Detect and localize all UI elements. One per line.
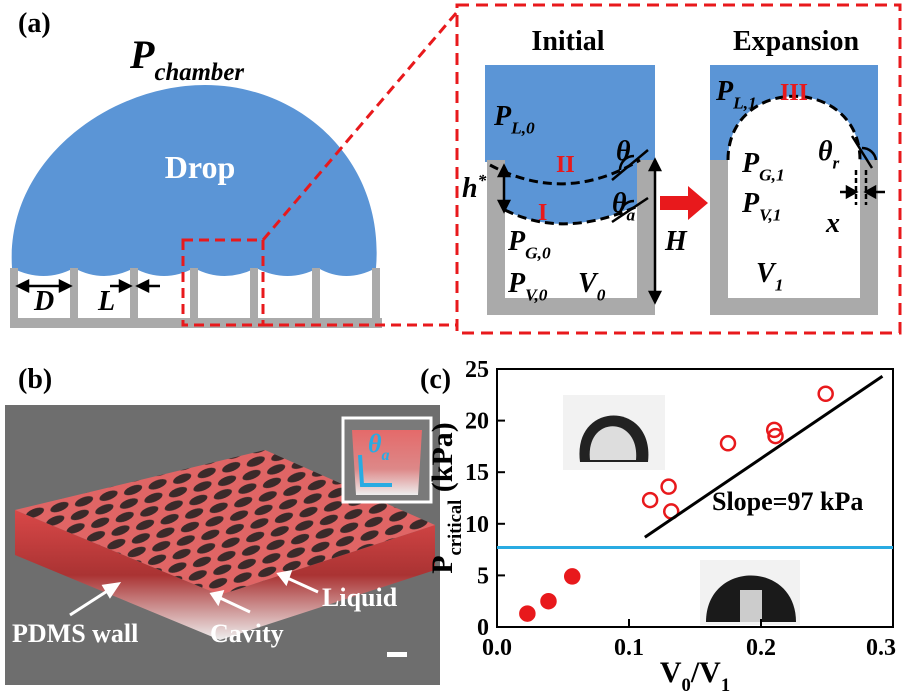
panel-title: Expansion <box>733 26 859 57</box>
label-part: 0 <box>597 285 606 304</box>
label-part: 1 <box>721 675 730 691</box>
drop-label: Drop <box>165 149 236 185</box>
label-part: critical <box>445 500 466 556</box>
label-part: 1 <box>775 275 784 294</box>
region-label: II <box>556 152 575 178</box>
label: h* <box>462 171 487 204</box>
y-tick-label: 20 <box>465 409 489 435</box>
label-part: P <box>507 226 526 257</box>
label-part: P <box>741 148 760 179</box>
label-part: h <box>462 173 478 204</box>
x-tick-label: 0.2 <box>746 635 776 661</box>
panel-label: (a) <box>18 8 51 39</box>
droplet-core <box>740 590 762 622</box>
data-point <box>721 436 735 450</box>
label-part: 0 <box>682 675 691 691</box>
label: x <box>825 208 840 239</box>
panel-label: (c) <box>420 364 451 395</box>
panel-label: (b) <box>18 364 52 395</box>
label: θ <box>616 136 631 167</box>
label: PV,0 <box>507 268 548 304</box>
label-part: P <box>493 101 512 132</box>
label-part: (kPa) <box>426 422 459 500</box>
data-point <box>662 480 676 494</box>
label: Cavity <box>210 619 284 648</box>
label: Liquid <box>322 583 398 612</box>
label-part: P <box>507 268 526 299</box>
label-part: /V <box>690 656 721 689</box>
label-part: L,0 <box>510 118 535 137</box>
data-point <box>541 594 555 608</box>
pillars <box>10 268 382 328</box>
label-part: * <box>478 171 487 190</box>
scale-bar <box>387 652 407 657</box>
y-tick-label: 5 <box>477 563 489 589</box>
x-tick-label: 0.1 <box>614 635 644 661</box>
x-axis-label: V0/V1 <box>660 656 730 691</box>
label-part: chamber <box>154 59 244 86</box>
y-tick-label: 15 <box>465 460 489 486</box>
annotation: Slope=97 kPa <box>712 487 863 516</box>
label-part: V <box>660 656 682 689</box>
label-part: r <box>833 153 840 172</box>
label-part: P <box>426 555 459 573</box>
y-tick-label: 10 <box>465 512 489 538</box>
label-part: θ <box>818 136 833 167</box>
label: PDMS wall <box>12 619 138 648</box>
label: H <box>664 226 688 257</box>
y-tick-label: 25 <box>465 357 489 383</box>
label-part: a <box>382 447 390 464</box>
label-part: a <box>627 205 636 224</box>
x-tick-label: 0.0 <box>482 635 512 661</box>
data-point <box>565 569 579 583</box>
figure: (a)PchamberDropDLInitialPL,0IIθh*θaIHPG,… <box>0 0 910 691</box>
data-point <box>643 493 657 507</box>
region-label: III <box>780 80 808 106</box>
label-part: V,1 <box>759 205 781 224</box>
label: PG,0 <box>507 226 551 262</box>
label-part: P <box>129 32 155 77</box>
label-part: P <box>741 188 760 219</box>
label-part: L,1 <box>732 93 757 112</box>
label-part: G,0 <box>525 243 551 262</box>
x-tick-label: 0.3 <box>866 635 896 661</box>
data-point <box>819 387 833 401</box>
label-part: θ <box>612 188 627 219</box>
label: V0 <box>578 268 606 304</box>
region-label: I <box>538 200 547 226</box>
data-point <box>520 607 534 621</box>
label: D <box>33 286 54 317</box>
label-part: θ <box>368 429 382 458</box>
arrow <box>660 186 708 220</box>
label-part: θ <box>616 136 631 167</box>
label-part: V,0 <box>525 285 548 304</box>
panel-title: Initial <box>531 26 604 57</box>
chamber-pressure: Pchamber <box>129 32 244 86</box>
label: L <box>97 286 115 317</box>
label-part: P <box>715 76 734 107</box>
label-part: G,1 <box>759 165 785 184</box>
